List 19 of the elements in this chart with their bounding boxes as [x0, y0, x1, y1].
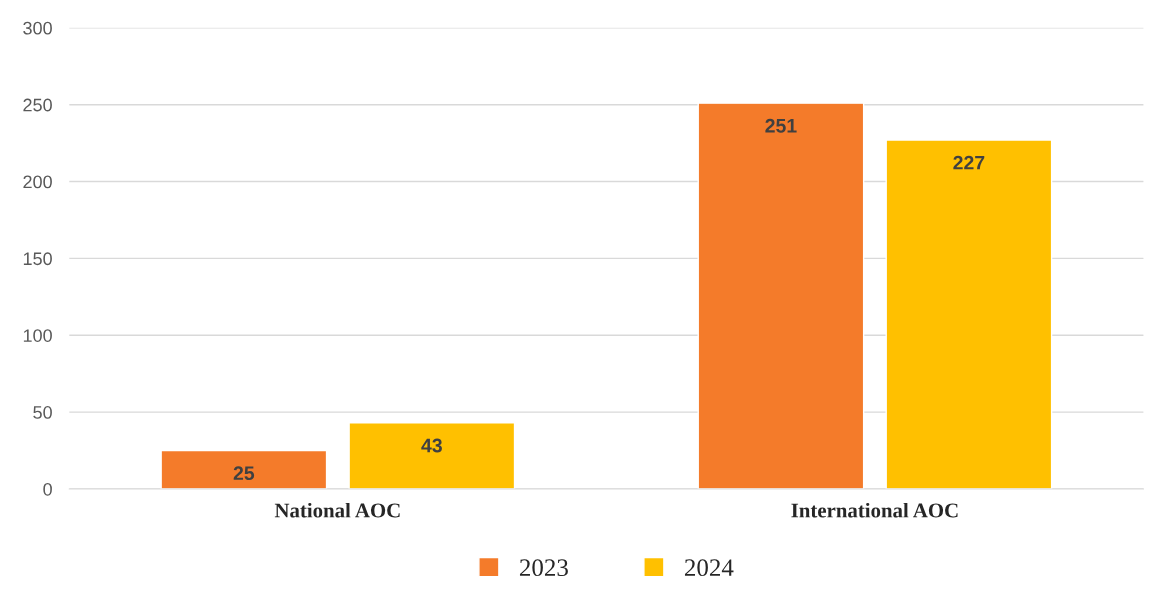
- y-tick-label: 0: [43, 482, 52, 496]
- data-label: 43: [421, 438, 442, 453]
- y-tick-label: 150: [23, 252, 52, 266]
- legend-label: 2024: [684, 559, 734, 577]
- data-label: 25: [233, 466, 255, 481]
- data-label: 227: [953, 155, 985, 170]
- bar: [697, 102, 865, 489]
- y-tick-label: 300: [23, 21, 52, 35]
- bar: [348, 422, 516, 489]
- bar: [160, 449, 328, 489]
- y-tick-label: 200: [23, 175, 52, 189]
- x-tick-label: International AOC: [791, 502, 958, 518]
- data-label: 251: [765, 118, 797, 133]
- y-tick-label: 100: [23, 329, 52, 342]
- x-tick-label: National AOC: [274, 502, 400, 518]
- bar: [885, 139, 1053, 489]
- legend-label: 2023: [519, 559, 568, 577]
- y-tick-label: 50: [33, 406, 52, 419]
- y-tick-label: 250: [23, 98, 52, 112]
